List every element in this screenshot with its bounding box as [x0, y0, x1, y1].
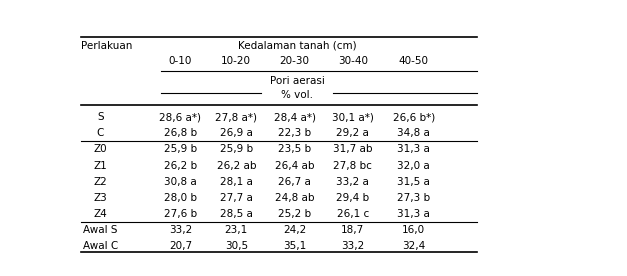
Text: 23,1: 23,1: [224, 225, 248, 235]
Text: 20-30: 20-30: [280, 56, 310, 66]
Text: 26,2 b: 26,2 b: [164, 161, 197, 171]
Text: 27,8 bc: 27,8 bc: [334, 161, 372, 171]
Text: 28,1 a: 28,1 a: [220, 177, 253, 187]
Text: 25,2 b: 25,2 b: [278, 209, 311, 219]
Text: Z2: Z2: [93, 177, 107, 187]
Text: 27,6 b: 27,6 b: [164, 209, 197, 219]
Text: 30,5: 30,5: [224, 241, 248, 251]
Text: Awal C: Awal C: [83, 241, 118, 251]
Text: 29,2 a: 29,2 a: [337, 128, 369, 138]
Text: 30-40: 30-40: [338, 56, 368, 66]
Text: 30,1 a*): 30,1 a*): [332, 112, 374, 122]
Text: 27,3 b: 27,3 b: [397, 193, 430, 203]
Text: 26,1 c: 26,1 c: [337, 209, 369, 219]
Text: 33,2 a: 33,2 a: [337, 177, 369, 187]
Text: 35,1: 35,1: [283, 241, 306, 251]
Text: 28,4 a*): 28,4 a*): [273, 112, 315, 122]
Text: 0-10: 0-10: [169, 56, 192, 66]
Text: 31,5 a: 31,5 a: [398, 177, 430, 187]
Text: 20,7: 20,7: [169, 241, 192, 251]
Text: 40-50: 40-50: [399, 56, 429, 66]
Text: 28,5 a: 28,5 a: [220, 209, 253, 219]
Text: 31,7 ab: 31,7 ab: [333, 144, 372, 154]
Text: Z0: Z0: [93, 144, 107, 154]
Text: 26,2 ab: 26,2 ab: [216, 161, 256, 171]
Text: 10-20: 10-20: [221, 56, 251, 66]
Text: Z1: Z1: [93, 161, 107, 171]
Text: Z3: Z3: [93, 193, 107, 203]
Text: 24,2: 24,2: [283, 225, 306, 235]
Text: 32,0 a: 32,0 a: [398, 161, 430, 171]
Text: 33,2: 33,2: [341, 241, 364, 251]
Text: % vol.: % vol.: [281, 90, 313, 100]
Text: 23,5 b: 23,5 b: [278, 144, 311, 154]
Text: 30,8 a: 30,8 a: [164, 177, 197, 187]
Text: 26,6 b*): 26,6 b*): [393, 112, 435, 122]
Text: 26,8 b: 26,8 b: [164, 128, 197, 138]
Text: 27,7 a: 27,7 a: [220, 193, 253, 203]
Text: 28,6 a*): 28,6 a*): [159, 112, 201, 122]
Text: 26,9 a: 26,9 a: [220, 128, 253, 138]
Text: 25,9 b: 25,9 b: [164, 144, 197, 154]
Text: 16,0: 16,0: [402, 225, 425, 235]
Text: C: C: [97, 128, 104, 138]
Text: Z4: Z4: [93, 209, 107, 219]
Text: 22,3 b: 22,3 b: [278, 128, 311, 138]
Text: 27,8 a*): 27,8 a*): [215, 112, 257, 122]
Text: 18,7: 18,7: [341, 225, 364, 235]
Text: 28,0 b: 28,0 b: [164, 193, 197, 203]
Text: 33,2: 33,2: [169, 225, 192, 235]
Text: 26,7 a: 26,7 a: [278, 177, 311, 187]
Text: 29,4 b: 29,4 b: [336, 193, 369, 203]
Text: Awal S: Awal S: [83, 225, 117, 235]
Text: 32,4: 32,4: [402, 241, 425, 251]
Text: Kedalaman tanah (cm): Kedalaman tanah (cm): [238, 41, 356, 51]
Text: Pori aerasi: Pori aerasi: [270, 76, 325, 86]
Text: 26,4 ab: 26,4 ab: [275, 161, 314, 171]
Text: S: S: [97, 112, 103, 122]
Text: 34,8 a: 34,8 a: [398, 128, 430, 138]
Text: 31,3 a: 31,3 a: [398, 144, 430, 154]
Text: 25,9 b: 25,9 b: [219, 144, 253, 154]
Text: 31,3 a: 31,3 a: [398, 209, 430, 219]
Text: 24,8 ab: 24,8 ab: [275, 193, 314, 203]
Text: Perlakuan: Perlakuan: [81, 41, 132, 51]
